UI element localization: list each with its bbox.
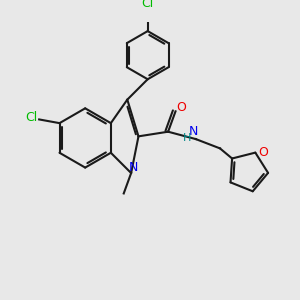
Text: N: N — [128, 161, 138, 174]
Text: Cl: Cl — [26, 111, 38, 124]
Text: H: H — [182, 133, 191, 143]
Text: Cl: Cl — [142, 0, 154, 10]
Text: O: O — [176, 101, 186, 114]
Text: O: O — [258, 146, 268, 159]
Text: N: N — [188, 125, 198, 138]
